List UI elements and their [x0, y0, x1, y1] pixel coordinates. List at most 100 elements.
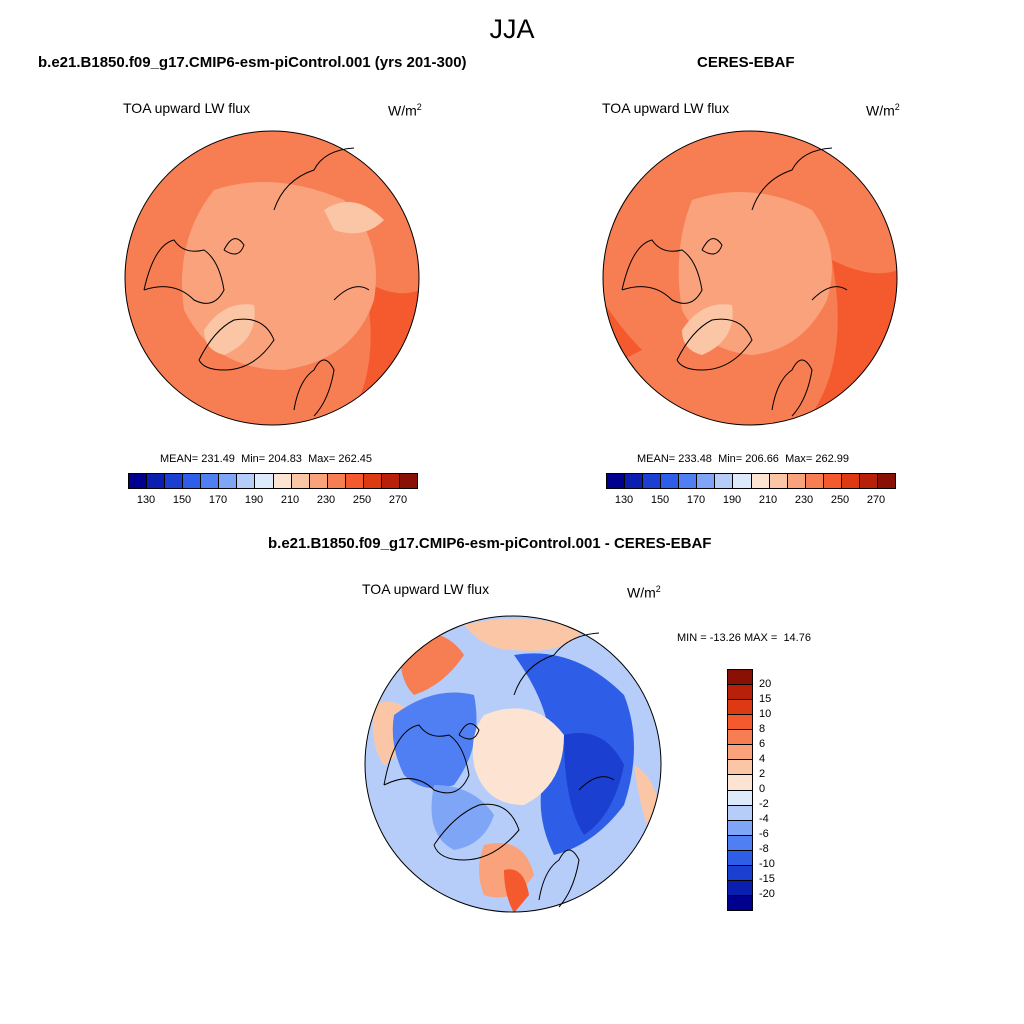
colorbar-tick-label: 2 [759, 768, 766, 780]
colorbar-swatch [728, 775, 752, 791]
colorbar-swatch [728, 670, 752, 686]
colorbar-swatch [607, 474, 626, 488]
colorbar-swatch [643, 474, 662, 488]
colorbar-swatch [399, 474, 417, 488]
colorbar-swatch [363, 474, 382, 488]
colorbar-swatch [787, 474, 806, 488]
colorbar-swatch [728, 820, 752, 836]
diff-min-max: MIN = -13.26 MAX = 14.76 [677, 632, 811, 644]
colorbar-tick-label: -6 [759, 828, 769, 840]
colorbar-swatch [237, 474, 256, 488]
colorbar-swatch [751, 474, 770, 488]
colorbar-swatch [129, 474, 148, 488]
colorbar-swatch [219, 474, 238, 488]
model-stats: MEAN= 231.49 Min= 204.83 Max= 262.45 [160, 453, 372, 465]
colorbar-tick-label: 15 [759, 693, 772, 705]
colorbar-swatch [805, 474, 824, 488]
colorbar-swatch [165, 474, 184, 488]
obs-stats: MEAN= 233.48 Min= 206.66 Max= 262.99 [637, 453, 849, 465]
colorbar-swatch [273, 474, 292, 488]
colorbar-swatch [183, 474, 202, 488]
diff-units-label: W/m2 [627, 584, 661, 601]
colorbar-swatch [345, 474, 364, 488]
colorbar-tick-label: -2 [759, 798, 769, 810]
colorbar-tick-label: 170 [686, 494, 706, 506]
colorbar-swatch [728, 850, 752, 866]
colorbar-swatch [728, 865, 752, 881]
colorbar-tick-label: 8 [759, 723, 766, 735]
colorbar-swatch [728, 895, 752, 910]
colorbar-swatch [728, 880, 752, 896]
colorbar-tick-label: 20 [759, 678, 772, 690]
obs-colorbar [606, 473, 896, 489]
colorbar-swatch [728, 700, 752, 716]
colorbar-swatch [728, 745, 752, 761]
model-variable-label: TOA upward LW flux [123, 100, 251, 116]
colorbar-tick-label: 230 [316, 494, 336, 506]
colorbar-tick-label: 150 [172, 494, 192, 506]
colorbar-swatch [715, 474, 734, 488]
colorbar-tick-label: 250 [352, 494, 372, 506]
model-colorbar [128, 473, 418, 489]
colorbar-swatch [728, 805, 752, 821]
colorbar-swatch [381, 474, 400, 488]
colorbar-tick-label: 4 [759, 753, 766, 765]
colorbar-tick-label: 150 [650, 494, 670, 506]
colorbar-swatch [291, 474, 310, 488]
colorbar-tick-label: -15 [759, 873, 775, 885]
obs-polar-map [602, 130, 898, 426]
colorbar-tick-label: 270 [388, 494, 408, 506]
colorbar-swatch [147, 474, 166, 488]
obs-case-title: CERES-EBAF [697, 54, 795, 71]
colorbar-tick-label: 210 [758, 494, 778, 506]
obs-variable-label: TOA upward LW flux [602, 100, 730, 116]
colorbar-tick-label: 130 [614, 494, 634, 506]
colorbar-swatch [728, 760, 752, 776]
colorbar-swatch [769, 474, 788, 488]
colorbar-swatch [679, 474, 698, 488]
colorbar-swatch [823, 474, 842, 488]
colorbar-swatch [309, 474, 328, 488]
colorbar-swatch [877, 474, 895, 488]
colorbar-tick-label: 210 [280, 494, 300, 506]
diff-colorbar [727, 669, 753, 911]
model-colorbar-labels: 130 150 170 190 210 230 250 270 [128, 494, 416, 508]
colorbar-swatch [728, 730, 752, 746]
season-title: JJA [489, 14, 535, 44]
colorbar-swatch [201, 474, 220, 488]
colorbar-tick-label: 250 [830, 494, 850, 506]
colorbar-tick-label: 190 [244, 494, 264, 506]
colorbar-swatch [728, 790, 752, 806]
colorbar-swatch [841, 474, 860, 488]
colorbar-tick-label: -10 [759, 858, 775, 870]
colorbar-tick-label: 170 [208, 494, 228, 506]
colorbar-swatch [625, 474, 644, 488]
model-case-title: b.e21.B1850.f09_g17.CMIP6-esm-piControl.… [38, 54, 467, 71]
colorbar-swatch [327, 474, 346, 488]
diff-polar-map [364, 615, 662, 913]
colorbar-swatch [859, 474, 878, 488]
colorbar-swatch [255, 474, 274, 488]
colorbar-swatch [728, 685, 752, 701]
colorbar-tick-label: 6 [759, 738, 766, 750]
colorbar-tick-label: -8 [759, 843, 769, 855]
obs-colorbar-labels: 130 150 170 190 210 230 250 270 [606, 494, 894, 508]
model-polar-map [124, 130, 420, 426]
obs-units-label: W/m2 [866, 102, 900, 119]
model-units-label: W/m2 [388, 102, 422, 119]
colorbar-tick-label: 270 [866, 494, 886, 506]
colorbar-tick-label: 130 [136, 494, 156, 506]
colorbar-tick-label: -4 [759, 813, 769, 825]
colorbar-swatch [697, 474, 716, 488]
colorbar-swatch [728, 715, 752, 731]
colorbar-swatch [728, 835, 752, 851]
diff-colorbar-labels: 20 15 10 8 6 4 2 0 -2 -4 -6 -8 -10 -15 -… [759, 669, 799, 909]
colorbar-swatch [661, 474, 680, 488]
colorbar-tick-label: 0 [759, 783, 766, 795]
colorbar-tick-label: -20 [759, 888, 775, 900]
colorbar-tick-label: 230 [794, 494, 814, 506]
colorbar-tick-label: 190 [722, 494, 742, 506]
diff-variable-label: TOA upward LW flux [362, 581, 490, 597]
colorbar-tick-label: 10 [759, 708, 772, 720]
colorbar-swatch [733, 474, 752, 488]
